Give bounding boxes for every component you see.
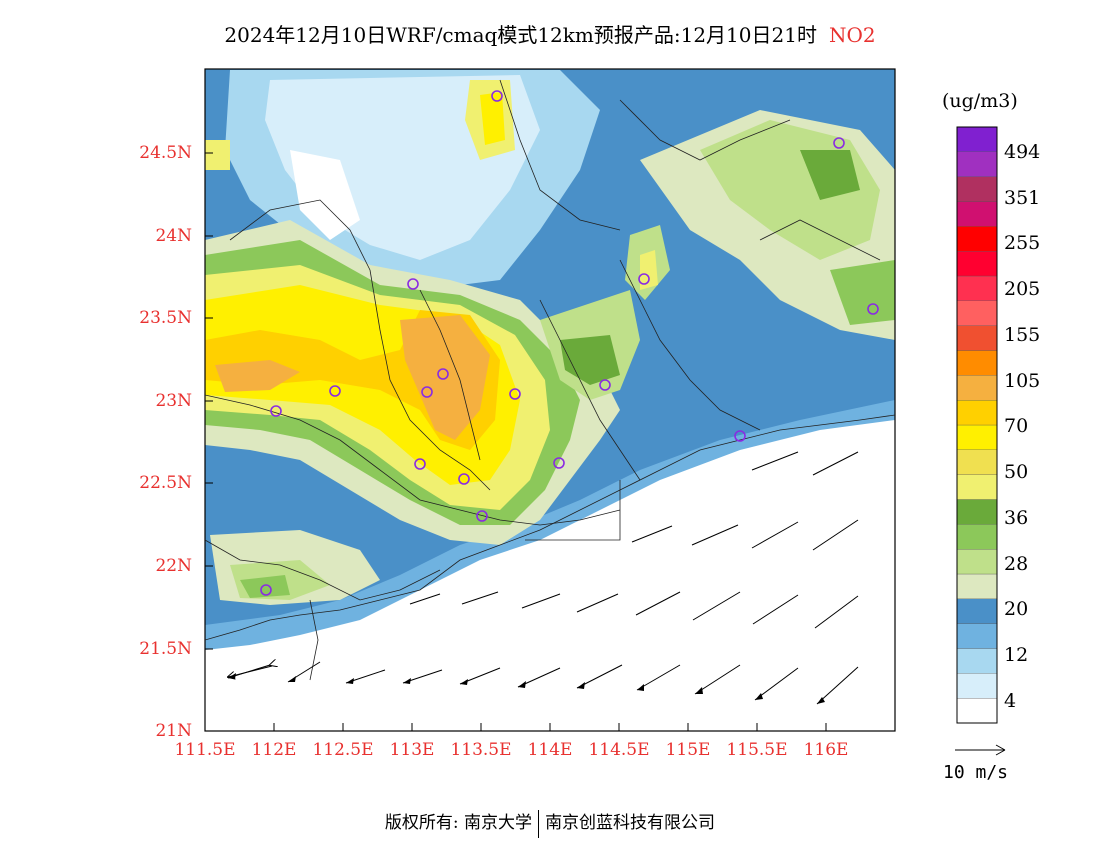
legend-tick-label: 205	[1004, 278, 1041, 300]
legend-swatch	[956, 375, 998, 401]
legend-swatch	[956, 151, 998, 177]
lon-label: 116E	[803, 740, 849, 760]
legend-swatch	[956, 176, 998, 202]
legend-tick-label: 12	[1004, 644, 1029, 666]
site-marker	[476, 510, 488, 522]
legend-tick-label: 351	[1004, 187, 1041, 209]
legend-swatch	[956, 325, 998, 351]
legend-swatch	[956, 251, 998, 277]
site-marker	[407, 278, 419, 290]
legend-swatch	[956, 201, 998, 227]
lon-label: 115E	[665, 740, 711, 760]
concentration-field	[205, 69, 895, 731]
lat-label: 21N	[155, 721, 192, 741]
legend-swatch	[956, 524, 998, 550]
legend-swatch	[956, 350, 998, 376]
site-marker	[599, 379, 611, 391]
copyright-left: 版权所有: 南京大学	[384, 813, 533, 833]
legend-swatch	[956, 275, 998, 301]
legend-tick-label: 255	[1004, 232, 1041, 254]
legend-swatch	[956, 424, 998, 450]
boundary-lines	[205, 79, 895, 681]
site-marker	[329, 385, 341, 397]
title-text: 2024年12月10日WRF/cmaq模式12km预报产品:12月10日21时	[224, 23, 817, 47]
site-marker	[260, 584, 272, 596]
lon-label: 113.5E	[450, 740, 512, 760]
site-marker	[867, 303, 879, 315]
legend-swatch	[956, 598, 998, 624]
copyright-right: 南京创蓝科技有限公司	[545, 813, 716, 833]
site-marker	[491, 90, 503, 102]
lat-label: 23.5N	[139, 308, 192, 328]
legend-swatch	[956, 400, 998, 426]
lat-label: 24N	[155, 226, 192, 246]
lon-label: 114E	[527, 740, 573, 760]
legend-swatch	[956, 226, 998, 252]
legend-swatch	[956, 698, 998, 724]
pollutant-label: NO2	[828, 23, 876, 47]
legend-tick-label: 70	[1004, 415, 1029, 437]
lon-label: 113E	[389, 740, 435, 760]
lat-label: 23N	[155, 391, 192, 411]
legend-swatch	[956, 549, 998, 575]
legend-tick-label: 50	[1004, 461, 1029, 483]
copyright-footer: 版权所有: 南京大学 南京创蓝科技有限公司	[0, 808, 1100, 838]
site-marker	[414, 458, 426, 470]
lat-label: 22.5N	[139, 473, 192, 493]
site-marker	[509, 388, 521, 400]
lon-label: 114.5E	[588, 740, 650, 760]
chart-title: 2024年12月10日WRF/cmaq模式12km预报产品:12月10日21时 N…	[0, 20, 1100, 50]
legend-swatch	[956, 499, 998, 525]
axis-ticks	[204, 152, 827, 731]
legend-tick-label: 155	[1004, 324, 1041, 346]
legend-colorbar	[956, 126, 998, 724]
legend-tick-label: 36	[1004, 507, 1029, 529]
legend-tick-label: 105	[1004, 370, 1041, 392]
wind-reference-label: 10 m/s	[943, 762, 1009, 783]
legend-frame	[956, 126, 998, 724]
legend-unit: (ug/m3)	[942, 90, 1018, 112]
lat-label: 22N	[155, 556, 192, 576]
legend-swatch	[956, 449, 998, 475]
legend-swatch	[956, 474, 998, 500]
legend-tick-label: 4	[1004, 690, 1017, 712]
site-marker	[437, 368, 449, 380]
legend-tick-label: 20	[1004, 598, 1029, 620]
legend-swatch	[956, 126, 998, 152]
site-marker	[458, 473, 470, 485]
legend-swatch	[956, 648, 998, 674]
site-marker	[421, 386, 433, 398]
site-marker	[553, 457, 565, 469]
lat-label: 24.5N	[139, 143, 192, 163]
monitoring-sites	[260, 90, 879, 596]
site-marker	[734, 430, 746, 442]
legend-swatch	[956, 300, 998, 326]
legend-swatch	[956, 623, 998, 649]
lon-label: 115.5E	[726, 740, 788, 760]
legend-tick-label: 28	[1004, 553, 1029, 575]
site-marker	[638, 273, 650, 285]
site-marker	[833, 137, 845, 149]
lon-label: 112.5E	[312, 740, 374, 760]
wind-reference-arrow	[955, 744, 1006, 756]
legend-tick-label: 494	[1004, 141, 1041, 163]
legend-swatch	[956, 573, 998, 599]
legend-swatch	[956, 673, 998, 699]
lon-label: 111.5E	[174, 740, 236, 760]
site-marker	[270, 405, 282, 417]
wind-vector-heads	[228, 673, 825, 704]
lat-label: 21.5N	[139, 639, 192, 659]
copyright-divider	[538, 809, 540, 838]
lon-label: 112E	[251, 740, 297, 760]
